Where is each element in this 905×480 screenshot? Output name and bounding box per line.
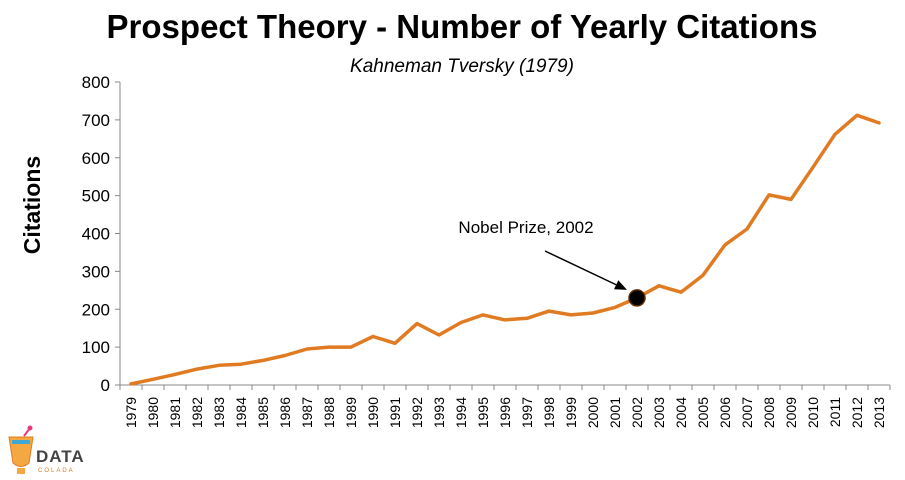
- y-tick-label: 500: [82, 187, 110, 206]
- y-tick-label: 200: [82, 300, 110, 319]
- x-tick-label: 1980: [145, 397, 161, 428]
- x-tick-label: 2008: [761, 397, 777, 428]
- x-tick-label: 1996: [497, 397, 513, 428]
- x-tick-label: 2005: [695, 397, 711, 428]
- x-tick-label: 1986: [277, 397, 293, 428]
- x-tick-label: 1998: [541, 397, 557, 428]
- y-tick-label: 800: [82, 73, 110, 92]
- x-tick-label: 1995: [475, 397, 491, 428]
- x-tick-label: 2011: [827, 397, 843, 427]
- x-tick-label: 1984: [233, 397, 249, 428]
- x-tick-label: 2001: [607, 397, 623, 428]
- x-tick-label: 2007: [739, 397, 755, 428]
- x-tick-label: 1993: [431, 397, 447, 428]
- y-tick-label: 700: [82, 111, 110, 130]
- x-tick-label: 2003: [651, 397, 667, 428]
- x-tick-label: 2012: [849, 397, 865, 428]
- x-tick-label: 1988: [321, 397, 337, 428]
- y-tick-label: 100: [82, 338, 110, 357]
- y-tick-label: 600: [82, 149, 110, 168]
- x-tick-label: 2009: [783, 397, 799, 428]
- x-tick-label: 2004: [673, 397, 689, 428]
- x-tick-label: 1981: [167, 397, 183, 428]
- x-tick-label: 1985: [255, 397, 271, 428]
- annotation-label: Nobel Prize, 2002: [458, 218, 593, 237]
- cocktail-glass-icon: [8, 425, 34, 474]
- x-tick-label: 2010: [805, 397, 821, 428]
- series-line-0: [129, 113, 881, 386]
- series-group: [129, 113, 881, 386]
- x-tick-label: 2013: [871, 397, 887, 428]
- y-axis: 0 100 200 300 400 500 600 700 800: [82, 73, 120, 395]
- x-tick-label: 1999: [563, 397, 579, 428]
- annotation-arrow: [544, 250, 617, 286]
- x-tick-label: 2002: [629, 397, 645, 428]
- x-tick-label: 2006: [717, 397, 733, 428]
- y-tick-label: 0: [101, 376, 110, 395]
- axes: [119, 82, 890, 386]
- x-tick-label: 1989: [343, 397, 359, 428]
- nobel-annotation: Nobel Prize, 2002: [458, 218, 646, 307]
- x-tick-label: 2000: [585, 397, 601, 428]
- annotation-marker: [628, 289, 646, 307]
- data-colada-logo: DATA COLADA: [8, 425, 85, 474]
- x-tick-label: 1994: [453, 397, 469, 428]
- x-tick-label: 1979: [123, 397, 139, 428]
- logo-subword: COLADA: [38, 468, 75, 474]
- chart-subtitle: Kahneman Tversky (1979): [350, 56, 574, 77]
- x-tick-label: 1992: [409, 397, 425, 428]
- chart-title: Prospect Theory - Number of Yearly Citat…: [107, 8, 818, 45]
- y-tick-label: 300: [82, 262, 110, 281]
- x-tick-label: 1991: [387, 397, 403, 428]
- x-tick-label: 1982: [189, 397, 205, 428]
- x-tick-label: 1990: [365, 397, 381, 428]
- logo-word: DATA: [36, 447, 85, 466]
- x-tick-label: 1987: [299, 397, 315, 428]
- x-tick-label: 1983: [211, 397, 227, 428]
- annotation-arrowhead: [614, 280, 627, 290]
- y-tick-label: 400: [82, 225, 110, 244]
- x-axis: 1979 1980 1981 1982 1983 1984 1985 1986 1987 1988…: [119, 385, 891, 428]
- x-tick-label: 1997: [519, 397, 535, 428]
- y-axis-label: Citations: [19, 156, 45, 254]
